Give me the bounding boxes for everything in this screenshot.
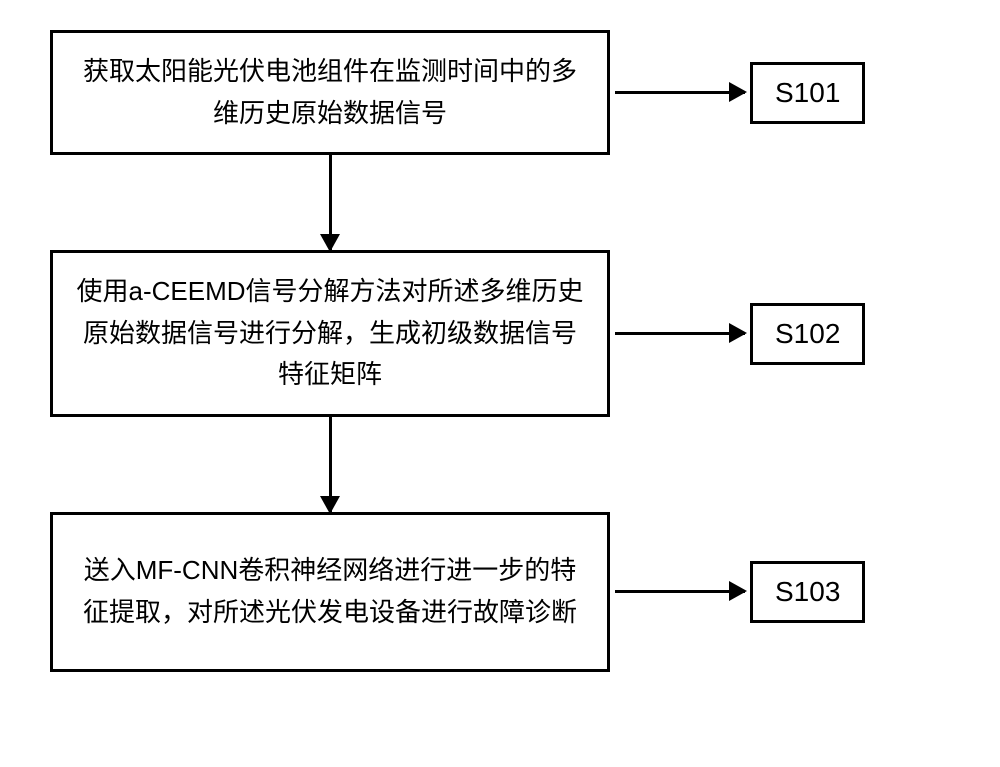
flow-row: 送入MF-CNN卷积神经网络进行进一步的特征提取，对所述光伏发电设备进行故障诊断… bbox=[50, 512, 865, 672]
flowchart-container: 获取太阳能光伏电池组件在监测时间中的多维历史原始数据信号 S101 使用a-CE… bbox=[50, 30, 950, 672]
arrow-down-icon bbox=[329, 155, 332, 250]
arrow-down-container bbox=[50, 417, 610, 512]
step-label: S101 bbox=[775, 77, 840, 108]
arrow-down-container bbox=[50, 155, 610, 250]
arrow-right-icon bbox=[615, 590, 745, 593]
step-label-box: S103 bbox=[750, 561, 865, 623]
step-label-box: S102 bbox=[750, 303, 865, 365]
arrow-right-icon bbox=[615, 91, 745, 94]
step-text: 获取太阳能光伏电池组件在监测时间中的多维历史原始数据信号 bbox=[73, 51, 587, 134]
flow-row: 获取太阳能光伏电池组件在监测时间中的多维历史原始数据信号 S101 bbox=[50, 30, 865, 155]
step-text: 使用a-CEEMD信号分解方法对所述多维历史原始数据信号进行分解，生成初级数据信… bbox=[73, 271, 587, 396]
flow-row: 使用a-CEEMD信号分解方法对所述多维历史原始数据信号进行分解，生成初级数据信… bbox=[50, 250, 865, 417]
step-label: S102 bbox=[775, 318, 840, 349]
step-text: 送入MF-CNN卷积神经网络进行进一步的特征提取，对所述光伏发电设备进行故障诊断 bbox=[73, 550, 587, 633]
step-box: 送入MF-CNN卷积神经网络进行进一步的特征提取，对所述光伏发电设备进行故障诊断 bbox=[50, 512, 610, 672]
arrow-right-icon bbox=[615, 332, 745, 335]
step-box: 获取太阳能光伏电池组件在监测时间中的多维历史原始数据信号 bbox=[50, 30, 610, 155]
step-box: 使用a-CEEMD信号分解方法对所述多维历史原始数据信号进行分解，生成初级数据信… bbox=[50, 250, 610, 417]
step-label-box: S101 bbox=[750, 62, 865, 124]
arrow-down-icon bbox=[329, 417, 332, 512]
step-label: S103 bbox=[775, 576, 840, 607]
